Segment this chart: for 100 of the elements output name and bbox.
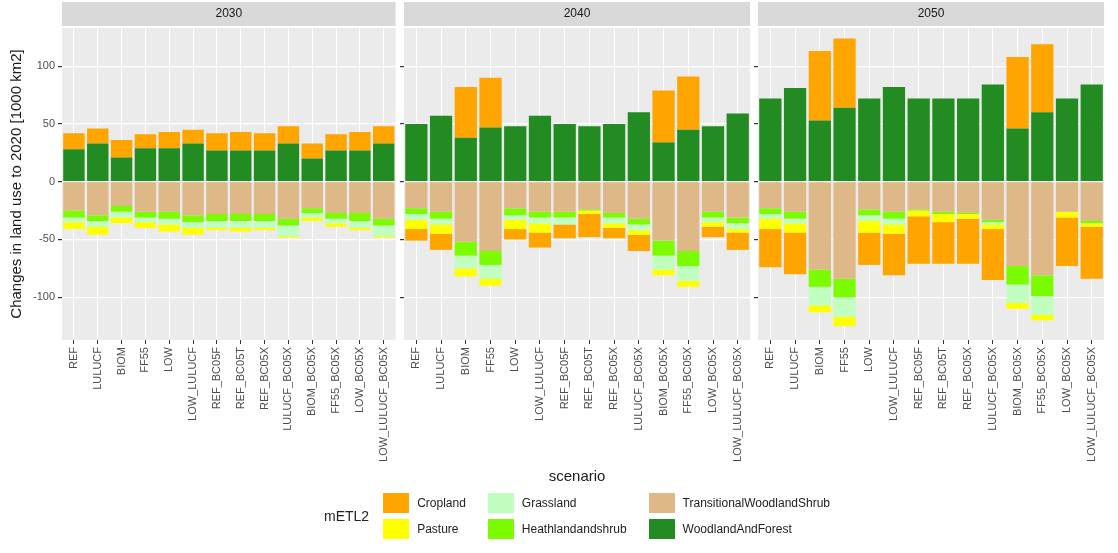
bar <box>405 208 428 215</box>
bar <box>726 113 749 182</box>
bar <box>325 182 347 213</box>
bar <box>253 214 276 221</box>
bar <box>429 182 453 212</box>
x-tick-label: LULUCF_BC05X <box>281 346 294 431</box>
bar <box>504 126 527 182</box>
bar <box>553 224 576 239</box>
bar <box>325 134 347 151</box>
legend-label: Grassland <box>521 496 577 510</box>
bar <box>652 182 675 241</box>
bar <box>808 286 831 306</box>
bar <box>833 107 856 182</box>
bar <box>63 133 85 150</box>
bar <box>981 229 1004 280</box>
bar <box>981 182 1004 220</box>
bar <box>504 215 527 220</box>
x-tick-label: FF55_BC05X <box>1035 346 1048 414</box>
bar <box>479 251 502 265</box>
bar <box>1006 303 1029 309</box>
bar <box>677 182 700 252</box>
bar <box>1031 296 1054 315</box>
bar <box>479 278 502 286</box>
bar <box>981 84 1004 182</box>
x-tick-label: BIOM_BC05X <box>305 346 318 417</box>
bar <box>504 182 527 209</box>
bar <box>677 251 700 267</box>
bar <box>528 211 552 218</box>
bar <box>230 150 252 182</box>
bar <box>301 158 323 182</box>
bar <box>373 126 395 144</box>
bar <box>1055 217 1079 267</box>
bar <box>578 214 601 238</box>
bar <box>277 218 300 226</box>
x-tick-label: LOW_LULUCF_BC05X <box>376 346 389 462</box>
bar <box>833 38 856 108</box>
bar <box>808 182 831 270</box>
bar <box>230 214 252 221</box>
bar <box>429 115 453 182</box>
bar <box>677 281 700 287</box>
bar <box>1006 128 1029 182</box>
bar <box>87 182 109 216</box>
bar <box>726 229 749 233</box>
bar <box>759 208 782 215</box>
bar <box>528 223 552 233</box>
bar <box>627 224 650 231</box>
bar <box>479 77 502 128</box>
y-tick-label: -50 <box>39 232 56 245</box>
bar <box>603 212 626 218</box>
bar <box>158 211 180 219</box>
bar <box>182 143 204 182</box>
bar <box>158 182 180 212</box>
bar <box>677 129 700 182</box>
bar <box>726 182 749 218</box>
bar <box>429 211 453 219</box>
x-tick-label: FF55_BC05X <box>329 346 342 414</box>
bar <box>981 224 1004 230</box>
bar <box>405 229 428 241</box>
bar <box>158 224 180 232</box>
bar <box>833 278 856 298</box>
bar <box>932 222 955 264</box>
bar <box>454 86 477 138</box>
x-tick-label: LULUCF <box>90 346 103 390</box>
x-tick-label: REF <box>763 346 776 369</box>
x-tick-label: LOW_BC05X <box>1060 346 1073 414</box>
x-tick-label: LOW_LULUCF_BC05X <box>1084 346 1097 462</box>
bar <box>349 182 371 213</box>
bar <box>677 76 700 130</box>
bar <box>783 211 807 219</box>
bar <box>504 219 527 230</box>
bar <box>783 232 807 275</box>
bar <box>349 132 371 151</box>
bar <box>726 223 749 230</box>
bar <box>277 143 300 182</box>
bar <box>627 182 650 219</box>
bar <box>932 182 955 212</box>
x-tick-label: LOW_BC05X <box>706 346 719 414</box>
x-tick-label: LOW_LULUCF <box>186 346 199 421</box>
bar <box>301 182 323 209</box>
bar <box>726 232 749 250</box>
bar <box>701 226 725 238</box>
bar <box>578 182 601 210</box>
bar <box>627 234 650 252</box>
bar <box>87 128 109 144</box>
bar <box>627 230 650 235</box>
bar <box>134 134 157 149</box>
legend-label: TransitionalWoodlandShrub <box>682 496 830 510</box>
x-tick-label: REF_BC05T <box>582 346 595 410</box>
x-tick-label: LOW_LULUCF <box>532 346 545 421</box>
bar <box>429 233 453 250</box>
x-tick-label: LULUCF_BC05X <box>985 346 998 431</box>
bar <box>63 210 85 218</box>
bar <box>759 98 782 182</box>
bar <box>882 233 906 276</box>
bar <box>87 143 109 182</box>
bar <box>253 220 276 228</box>
bar <box>553 211 576 218</box>
bar <box>405 182 428 209</box>
bar <box>182 227 204 235</box>
bar <box>957 214 980 219</box>
